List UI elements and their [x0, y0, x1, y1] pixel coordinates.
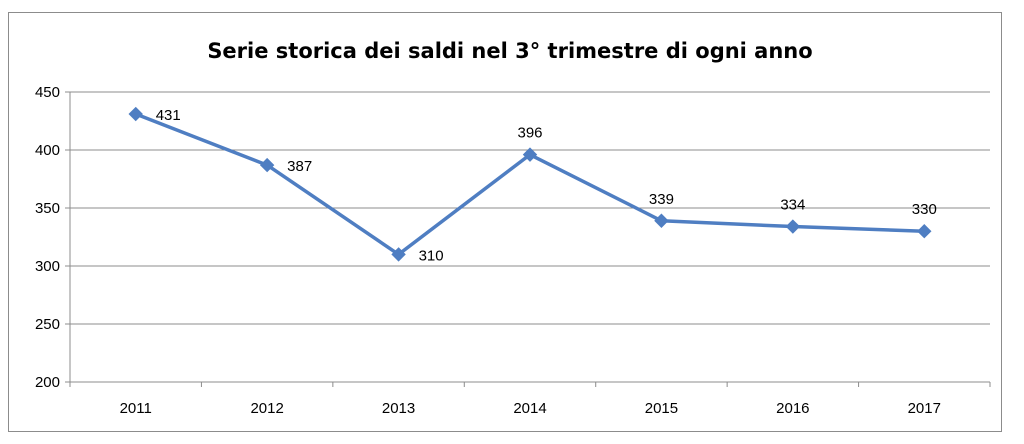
x-axis: 2011 2012 2013 2014 2015 2016 2017 [69, 382, 991, 417]
y-tick-label: 350 [35, 200, 60, 217]
y-tick-label: 400 [35, 142, 60, 159]
data-label: 339 [649, 191, 674, 208]
x-tick-label: 2016 [776, 400, 809, 417]
y-tick-label: 200 [35, 374, 60, 391]
x-tick-label: 2015 [645, 400, 678, 417]
chart-frame [8, 12, 1002, 432]
data-point-2013 [391, 247, 406, 262]
x-tick-label: 2012 [250, 400, 283, 417]
data-point-2011 [128, 106, 143, 122]
x-tick-label: 2011 [120, 400, 152, 417]
data-label: 396 [517, 125, 542, 142]
y-axis: 200 250 300 350 400 450 [35, 84, 71, 391]
y-tick-label: 450 [35, 84, 60, 101]
data-point-2014 [522, 147, 538, 162]
series-line [128, 106, 932, 262]
data-point-2012 [259, 157, 275, 173]
data-point-2015 [654, 213, 669, 228]
data-labels: 431 387 310 396 339 334 330 [156, 107, 937, 264]
chart-title: Serie storica dei saldi nel 3° trimestre… [207, 39, 812, 63]
y-tick-label: 250 [35, 316, 60, 333]
data-label: 387 [287, 158, 312, 175]
data-label: 330 [912, 201, 937, 218]
y-tick-label: 300 [35, 258, 60, 275]
x-tick-label: 2014 [513, 400, 546, 417]
data-label: 334 [780, 197, 805, 214]
data-point-2016 [785, 219, 801, 234]
data-point-2017 [917, 223, 932, 239]
x-tick-label: 2013 [382, 400, 415, 417]
data-label: 431 [156, 107, 181, 124]
x-tick-label: 2017 [908, 400, 941, 417]
data-label: 310 [419, 247, 444, 264]
